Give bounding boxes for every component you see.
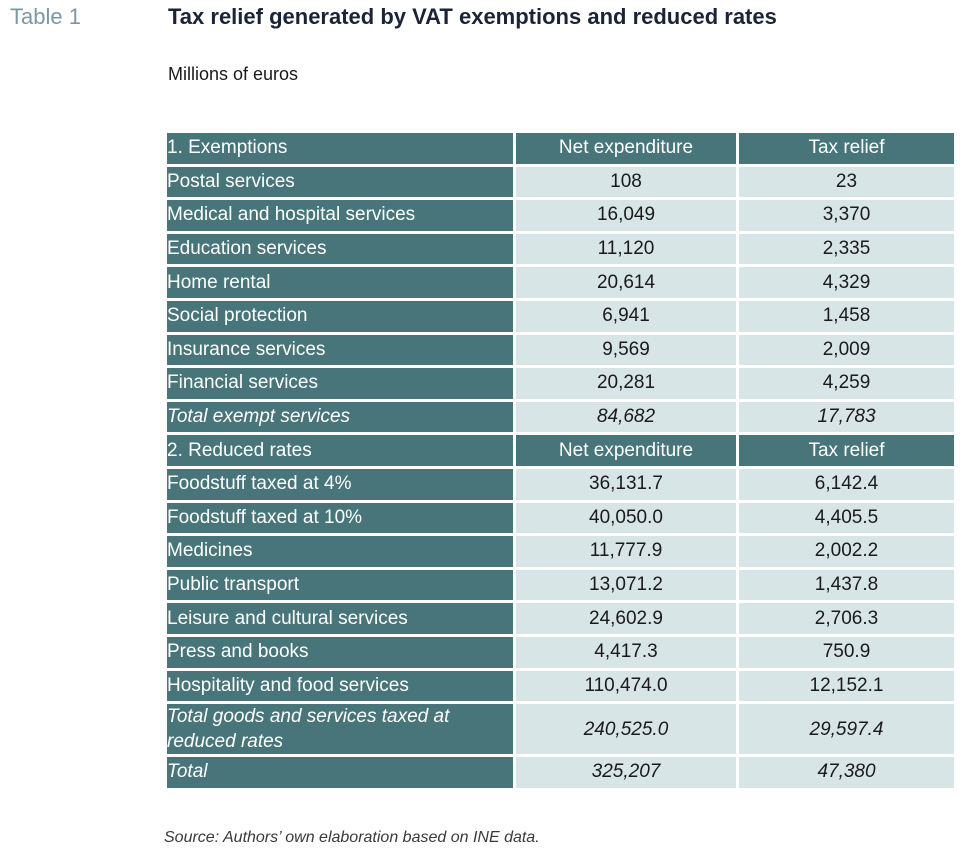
tax-relief-cell: 1,437.8 xyxy=(739,569,954,601)
vat-relief-table: 1. Exemptions Net expenditure Tax relief… xyxy=(164,130,957,791)
net-expenditure-cell: 11,120 xyxy=(516,233,736,265)
row-label: Foodstuff taxed at 4% xyxy=(167,468,513,500)
tax-relief-cell: 6,142.4 xyxy=(739,468,954,500)
net-expenditure-cell: 13,071.2 xyxy=(516,569,736,601)
grand-total-label: Total xyxy=(167,757,513,788)
tax-relief-cell: 2,335 xyxy=(739,233,954,265)
row-label: Foodstuff taxed at 10% xyxy=(167,502,513,534)
section-title: 2. Reduced rates xyxy=(167,435,513,466)
table-row: Medicines 11,777.9 2,002.2 xyxy=(167,536,954,567)
subtotal-label: Total goods and services taxed at reduce… xyxy=(167,704,513,755)
table-row: Postal services 108 23 xyxy=(167,166,954,198)
row-label: Medicines xyxy=(167,536,513,567)
net-expenditure-cell: 9,569 xyxy=(516,334,736,366)
subtotal-tax-relief: 29,597.4 xyxy=(739,704,954,755)
row-label: Insurance services xyxy=(167,334,513,366)
tax-relief-cell: 750.9 xyxy=(739,636,954,668)
table-row: Medical and hospital services 16,049 3,3… xyxy=(167,200,954,231)
net-expenditure-cell: 36,131.7 xyxy=(516,468,736,500)
table-number: Table 1 xyxy=(10,4,81,29)
table-row: Public transport 13,071.2 1,437.8 xyxy=(167,569,954,601)
table-unit-subtitle: Millions of euros xyxy=(168,64,299,84)
net-expenditure-cell: 6,941 xyxy=(516,300,736,332)
table-row: Financial services 20,281 4,259 xyxy=(167,368,954,399)
subtotal-net-expenditure: 84,682 xyxy=(516,401,736,433)
table-row: Home rental 20,614 4,329 xyxy=(167,267,954,298)
tax-relief-cell: 1,458 xyxy=(739,300,954,332)
grand-total-row: Total 325,207 47,380 xyxy=(167,757,954,788)
table-row: Education services 11,120 2,335 xyxy=(167,233,954,265)
table-row: Leisure and cultural services 24,602.9 2… xyxy=(167,603,954,634)
table-row: Hospitality and food services 110,474.0 … xyxy=(167,670,954,702)
tax-relief-cell: 4,259 xyxy=(739,368,954,399)
net-expenditure-cell: 108 xyxy=(516,166,736,198)
table-row: Social protection 6,941 1,458 xyxy=(167,300,954,332)
source-note: Source: Authors’ own elaboration based o… xyxy=(164,829,540,846)
table-row: Insurance services 9,569 2,009 xyxy=(167,334,954,366)
column-header-net-expenditure: Net expenditure xyxy=(516,133,736,164)
subtotal-row-reduced-rates: Total goods and services taxed at reduce… xyxy=(167,704,954,755)
tax-relief-cell: 2,009 xyxy=(739,334,954,366)
net-expenditure-cell: 24,602.9 xyxy=(516,603,736,634)
table-row: Foodstuff taxed at 10% 40,050.0 4,405.5 xyxy=(167,502,954,534)
net-expenditure-cell: 16,049 xyxy=(516,200,736,231)
row-label: Home rental xyxy=(167,267,513,298)
table-row: Press and books 4,417.3 750.9 xyxy=(167,636,954,668)
subtotal-label: Total exempt services xyxy=(167,401,513,433)
subtotal-net-expenditure: 240,525.0 xyxy=(516,704,736,755)
row-label: Leisure and cultural services xyxy=(167,603,513,634)
table-title: Tax relief generated by VAT exemptions a… xyxy=(168,4,777,29)
section-header-exemptions: 1. Exemptions Net expenditure Tax relief xyxy=(167,133,954,164)
tax-relief-cell: 4,405.5 xyxy=(739,502,954,534)
net-expenditure-cell: 40,050.0 xyxy=(516,502,736,534)
tax-relief-cell: 3,370 xyxy=(739,200,954,231)
table-row: Foodstuff taxed at 4% 36,131.7 6,142.4 xyxy=(167,468,954,500)
tax-relief-cell: 2,706.3 xyxy=(739,603,954,634)
net-expenditure-cell: 11,777.9 xyxy=(516,536,736,567)
row-label: Medical and hospital services xyxy=(167,200,513,231)
net-expenditure-cell: 4,417.3 xyxy=(516,636,736,668)
column-header-net-expenditure: Net expenditure xyxy=(516,435,736,466)
tax-relief-cell: 12,152.1 xyxy=(739,670,954,702)
section-header-reduced-rates: 2. Reduced rates Net expenditure Tax rel… xyxy=(167,435,954,466)
tax-relief-cell: 4,329 xyxy=(739,267,954,298)
net-expenditure-cell: 20,614 xyxy=(516,267,736,298)
row-label: Press and books xyxy=(167,636,513,668)
column-header-tax-relief: Tax relief xyxy=(739,133,954,164)
row-label: Postal services xyxy=(167,166,513,198)
subtotal-row-exemptions: Total exempt services 84,682 17,783 xyxy=(167,401,954,433)
grand-total-tax-relief: 47,380 xyxy=(739,757,954,788)
column-header-tax-relief: Tax relief xyxy=(739,435,954,466)
subtotal-tax-relief: 17,783 xyxy=(739,401,954,433)
row-label: Social protection xyxy=(167,300,513,332)
net-expenditure-cell: 20,281 xyxy=(516,368,736,399)
row-label: Education services xyxy=(167,233,513,265)
grand-total-net-expenditure: 325,207 xyxy=(516,757,736,788)
tax-relief-cell: 2,002.2 xyxy=(739,536,954,567)
row-label: Public transport xyxy=(167,569,513,601)
row-label: Hospitality and food services xyxy=(167,670,513,702)
row-label: Financial services xyxy=(167,368,513,399)
tax-relief-cell: 23 xyxy=(739,166,954,198)
net-expenditure-cell: 110,474.0 xyxy=(516,670,736,702)
section-title: 1. Exemptions xyxy=(167,133,513,164)
